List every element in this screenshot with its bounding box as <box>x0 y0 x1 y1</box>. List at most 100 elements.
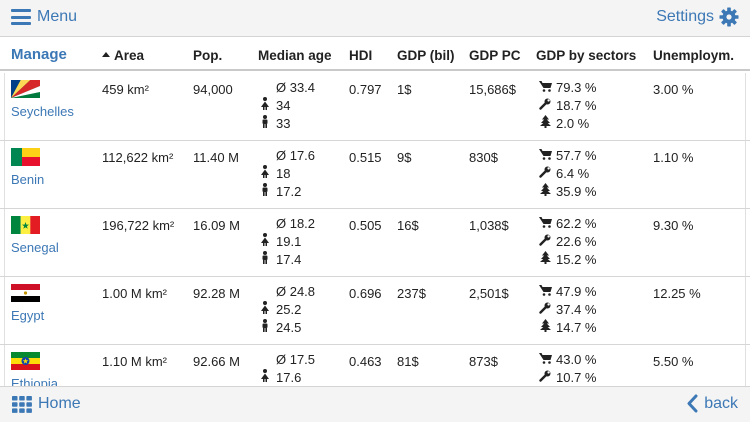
unemployment-value: 3.00 % <box>653 82 694 97</box>
area-value: 196,722 km² <box>102 218 175 233</box>
median-age-cell: Ø 17.5 17.6 <box>258 351 315 386</box>
table-row[interactable]: Ethiopia 1.10 M km² 92.66 M Ø 17.5 17.6 … <box>0 345 750 386</box>
back-label: back <box>704 394 738 412</box>
area-value: 112,622 km² <box>102 150 174 165</box>
cart-icon <box>538 353 552 364</box>
sector-agriculture: 14.7 % <box>556 320 597 335</box>
gear-icon <box>719 7 739 27</box>
column-header-gdp[interactable]: GDP (bil) <box>397 48 455 63</box>
column-header-area[interactable]: Area <box>102 48 144 63</box>
table-row[interactable]: Senegal 196,722 km² 16.09 M Ø 18.2 19.1 … <box>0 209 750 277</box>
pop-value: 16.09 M <box>193 218 240 233</box>
ethiopia-flag-icon <box>11 352 40 370</box>
sector-services: 57.7 % <box>556 148 597 163</box>
male-icon <box>262 183 268 196</box>
wrench-icon <box>539 302 551 314</box>
sector-agriculture: 15.2 % <box>556 252 597 267</box>
gdp-pc-value: 2,501$ <box>469 286 509 301</box>
age-total: Ø 33.4 <box>276 80 316 95</box>
cart-icon <box>538 217 552 228</box>
median-age-cell: Ø 33.4 34 33 <box>258 79 315 133</box>
country-link[interactable]: Egypt <box>11 308 45 323</box>
country-link[interactable]: Seychelles <box>11 104 74 119</box>
egypt-flag-icon <box>11 284 40 302</box>
column-header-area-label: Area <box>114 48 145 63</box>
gdp-pc-value: 830$ <box>469 150 498 165</box>
unemployment-value: 12.25 % <box>653 286 701 301</box>
country-table: Manage Area Pop. Median age HDI GDP (bil… <box>0 38 750 386</box>
median-age-cell: Ø 18.2 19.1 17.4 <box>258 215 315 269</box>
age-male: 33 <box>276 116 291 131</box>
sort-up-icon <box>102 51 110 57</box>
sector-services: 47.9 % <box>556 284 597 299</box>
male-icon <box>262 319 268 332</box>
unemployment-value: 1.10 % <box>653 150 694 165</box>
country-link[interactable]: Senegal <box>11 240 59 255</box>
female-icon <box>261 233 269 246</box>
area-value: 1.10 M km² <box>102 354 168 369</box>
pop-value: 92.28 M <box>193 286 240 301</box>
column-header-gdp-sectors[interactable]: GDP by sectors <box>536 48 637 63</box>
table-row[interactable]: Seychelles 459 km² 94,000 Ø 33.4 34 33 0… <box>0 73 750 141</box>
back-button[interactable]: back <box>687 394 738 413</box>
settings-label: Settings <box>656 8 714 25</box>
table-row[interactable]: Egypt 1.00 M km² 92.28 M Ø 24.8 25.2 24.… <box>0 277 750 345</box>
country-link[interactable]: Benin <box>11 172 45 187</box>
sector-services: 79.3 % <box>556 80 597 95</box>
hdi-value: 0.505 <box>349 218 382 233</box>
age-male: 24.5 <box>276 320 302 335</box>
settings-button[interactable]: Settings <box>656 7 739 27</box>
table-header: Manage Area Pop. Median age HDI GDP (bil… <box>0 38 750 71</box>
area-value: 459 km² <box>102 82 149 97</box>
menu-label: Menu <box>37 8 78 25</box>
sector-industry: 6.4 % <box>556 166 590 181</box>
wrench-icon <box>539 166 551 178</box>
sector-agriculture: 35.9 % <box>556 184 597 199</box>
column-header-unemployment[interactable]: Unemploym. <box>653 48 735 63</box>
tree-icon <box>539 319 551 332</box>
female-icon <box>261 301 269 314</box>
country-link[interactable]: Ethiopia <box>11 376 58 386</box>
male-icon <box>262 251 268 264</box>
female-icon <box>261 97 269 110</box>
tree-icon <box>539 251 551 264</box>
cart-icon <box>538 81 552 92</box>
age-total: Ø 24.8 <box>276 284 316 299</box>
median-age-cell: Ø 24.8 25.2 24.5 <box>258 283 315 337</box>
menu-button[interactable]: Menu <box>11 8 77 26</box>
manage-button[interactable]: Manage <box>11 46 67 63</box>
male-icon <box>262 115 268 128</box>
gdp-sectors-cell: 79.3 % 18.7 % 2.0 % <box>538 79 596 133</box>
column-header-gdp-pc[interactable]: GDP PC <box>469 48 521 63</box>
age-male: 17.2 <box>276 184 302 199</box>
wrench-icon <box>539 370 551 382</box>
benin-flag-icon <box>11 148 40 166</box>
table-row[interactable]: Benin 112,622 km² 11.40 M Ø 17.6 18 17.2… <box>0 141 750 209</box>
grid-icon <box>12 395 32 413</box>
hdi-value: 0.797 <box>349 82 382 97</box>
age-female: 25.2 <box>276 302 302 317</box>
gdp-value: 81$ <box>397 354 419 369</box>
column-header-pop[interactable]: Pop. <box>193 48 223 63</box>
hdi-value: 0.515 <box>349 150 382 165</box>
median-age-cell: Ø 17.6 18 17.2 <box>258 147 315 201</box>
sector-industry: 10.7 % <box>556 370 597 385</box>
pop-value: 11.40 M <box>193 150 240 165</box>
bottom-bar: Home back <box>0 386 750 422</box>
home-button[interactable]: Home <box>12 395 81 413</box>
gdp-value: 1$ <box>397 82 412 97</box>
gdp-value: 16$ <box>397 218 419 233</box>
column-header-median-age[interactable]: Median age <box>258 48 332 63</box>
gdp-pc-value: 873$ <box>469 354 498 369</box>
column-header-hdi[interactable]: HDI <box>349 48 373 63</box>
age-total: Ø 17.6 <box>276 148 316 163</box>
hdi-value: 0.463 <box>349 354 382 369</box>
cart-icon <box>538 149 552 160</box>
gdp-sectors-cell: 62.2 % 22.6 % 15.2 % <box>538 215 596 269</box>
age-male: 17.4 <box>276 252 302 267</box>
unemployment-value: 5.50 % <box>653 354 694 369</box>
pop-value: 94,000 <box>193 82 233 97</box>
age-total: Ø 17.5 <box>276 352 316 367</box>
gdp-pc-value: 15,686$ <box>469 82 516 97</box>
gdp-value: 237$ <box>397 286 426 301</box>
